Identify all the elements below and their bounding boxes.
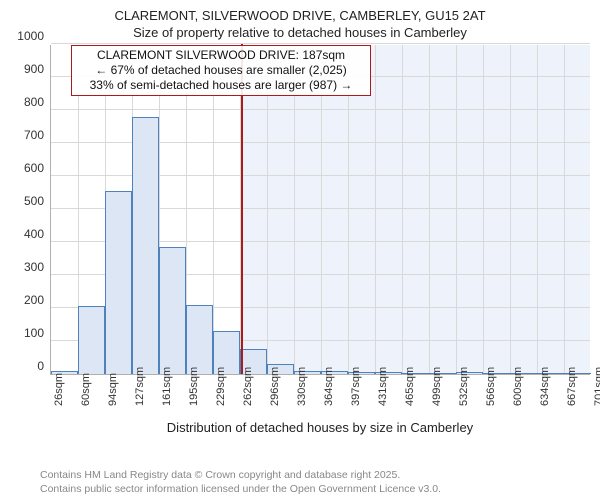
footer-line-2: Contains public sector information licen… (40, 482, 441, 496)
gridline-v-12 (375, 45, 376, 374)
histogram-bar-2[interactable] (105, 191, 132, 374)
ytick-label-100: 100 (4, 326, 44, 340)
xtick-label-2: 94sqm (107, 373, 119, 406)
plot-area-wrapper: CLAREMONT SILVERWOOD DRIVE: 187sqm ← 67%… (50, 45, 590, 375)
xtick-label-14: 499sqm (431, 367, 443, 406)
gridline-v-19 (564, 45, 565, 374)
annotation-line-3: 33% of semi-detached houses are larger (… (78, 78, 364, 93)
chart-title: CLAREMONT, SILVERWOOD DRIVE, CAMBERLEY, … (0, 8, 600, 23)
gridline-h-1000 (51, 43, 590, 44)
gridline-v-13 (402, 45, 403, 374)
xtick-label-19: 667sqm (566, 367, 578, 406)
ytick-label-500: 500 (4, 194, 44, 208)
gridline-v-16 (483, 45, 484, 374)
footer-line-1: Contains HM Land Registry data © Crown c… (40, 468, 441, 482)
gridline-v-18 (537, 45, 538, 374)
xtick-label-11: 397sqm (350, 367, 362, 406)
ytick-label-0: 0 (4, 359, 44, 373)
xtick-label-5: 195sqm (188, 367, 200, 406)
xtick-label-1: 60sqm (80, 373, 92, 406)
ytick-label-800: 800 (4, 95, 44, 109)
x-axis-label: Distribution of detached houses by size … (50, 420, 590, 435)
ytick-label-900: 900 (4, 62, 44, 76)
footer-text: Contains HM Land Registry data © Crown c… (40, 468, 441, 496)
plot-area[interactable]: CLAREMONT SILVERWOOD DRIVE: 187sqm ← 67%… (50, 45, 590, 375)
xtick-label-4: 161sqm (161, 367, 173, 406)
xtick-label-16: 566sqm (485, 367, 497, 406)
histogram-bar-3[interactable] (132, 117, 159, 374)
chart-container: CLAREMONT, SILVERWOOD DRIVE, CAMBERLEY, … (0, 0, 600, 500)
histogram-bar-5[interactable] (186, 305, 213, 374)
xtick-label-6: 229sqm (215, 367, 227, 406)
histogram-bar-1[interactable] (78, 306, 105, 374)
xtick-label-9: 330sqm (296, 367, 308, 406)
histogram-bar-4[interactable] (159, 247, 186, 374)
chart-subtitle: Size of property relative to detached ho… (0, 25, 600, 40)
gridline-v-14 (429, 45, 430, 374)
gridline-v-15 (456, 45, 457, 374)
xtick-label-7: 262sqm (242, 367, 254, 406)
xtick-label-8: 296sqm (269, 367, 281, 406)
ytick-label-200: 200 (4, 293, 44, 307)
xtick-label-17: 600sqm (512, 367, 524, 406)
xtick-label-20: 701sqm (593, 367, 600, 406)
ytick-label-700: 700 (4, 128, 44, 142)
xtick-label-18: 634sqm (539, 367, 551, 406)
xtick-label-15: 532sqm (458, 367, 470, 406)
annotation-line-2: ← 67% of detached houses are smaller (2,… (78, 63, 364, 78)
xtick-label-13: 465sqm (404, 367, 416, 406)
gridline-v-17 (510, 45, 511, 374)
titles-block: CLAREMONT, SILVERWOOD DRIVE, CAMBERLEY, … (0, 0, 600, 40)
annotation-line-1: CLAREMONT SILVERWOOD DRIVE: 187sqm (78, 48, 364, 63)
xtick-label-10: 364sqm (323, 367, 335, 406)
ytick-label-1000: 1000 (4, 29, 44, 43)
xtick-label-0: 26sqm (53, 373, 65, 406)
ytick-label-300: 300 (4, 260, 44, 274)
annotation-box: CLAREMONT SILVERWOOD DRIVE: 187sqm ← 67%… (71, 45, 371, 96)
ytick-label-600: 600 (4, 161, 44, 175)
xtick-label-12: 431sqm (377, 367, 389, 406)
ytick-label-400: 400 (4, 227, 44, 241)
xtick-label-3: 127sqm (134, 367, 146, 406)
